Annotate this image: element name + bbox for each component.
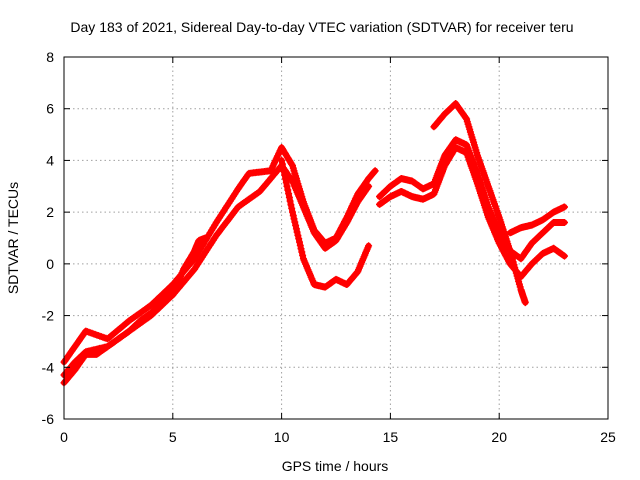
series-line [61,144,379,366]
x-tick-label: 15 [383,429,399,445]
y-tick-label: 6 [46,101,54,117]
x-tick-label: 0 [60,429,68,445]
series-layer [60,100,568,387]
series-point-markers [60,144,379,366]
x-axis-label: GPS time / hours [282,458,389,474]
y-tick-label: 2 [46,204,54,220]
x-tick-label: 10 [274,429,290,445]
series-track-8 [430,100,529,307]
y-tick-label: -6 [42,411,55,427]
series-track-9 [506,203,568,237]
y-tick-label: 0 [46,256,54,272]
x-tick-label: 5 [169,429,177,445]
series-point-markers [60,281,183,387]
x-tick-label: 25 [600,429,616,445]
y-axis-label: SDTVAR / TECUs [5,182,21,294]
series-track-3 [60,281,183,387]
chart-title: Day 183 of 2021, Sidereal Day-to-day VTE… [70,19,573,35]
series-point-markers [506,203,568,237]
series-line [430,100,529,306]
y-tick-label: -4 [42,359,55,375]
x-tick-label: 20 [491,429,507,445]
series-track-7 [376,144,568,281]
series-track-4 [169,234,209,299]
series-point-markers [430,100,529,307]
series-track-5 [278,156,373,291]
plot-frame [63,56,609,420]
series-track-6 [376,136,568,263]
tick-layer: 0 5 10 15 20 25 -6 -4 -2 0 2 4 6 8 [42,49,616,445]
y-tick-label: 4 [46,152,54,168]
series-point-markers [169,234,209,299]
y-tick-label: 8 [46,49,54,65]
series-point-markers [278,156,373,291]
series-point-markers [376,136,568,263]
series-point-markers [376,144,568,281]
y-tick-label: -2 [42,308,55,324]
series-track-1 [60,144,379,366]
